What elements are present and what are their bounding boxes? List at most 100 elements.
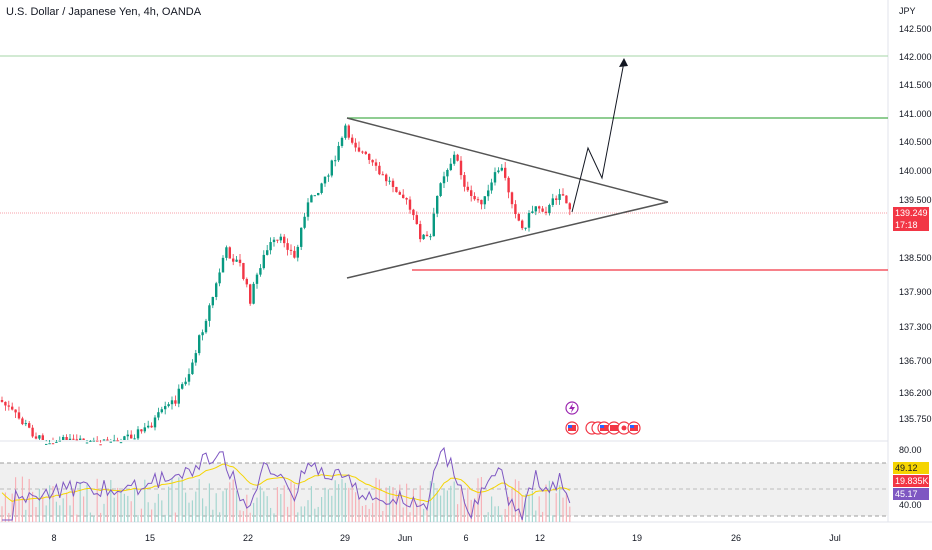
volume-value-badge: 19.835K <box>893 475 929 487</box>
volume-bar <box>35 507 37 522</box>
volume-bar <box>436 490 438 522</box>
candle-body <box>385 174 388 182</box>
volume-bar <box>555 493 557 522</box>
volume-bar <box>69 505 71 522</box>
volume-bar <box>497 506 499 522</box>
volume-bar <box>487 512 489 522</box>
candle-body <box>463 175 466 187</box>
volume-bar <box>154 502 156 522</box>
volume-bar <box>236 490 238 522</box>
volume-bar <box>321 497 323 522</box>
volume-bar <box>314 508 316 522</box>
volume-bar <box>542 511 544 522</box>
price-axis-tick: 135.750 <box>899 414 932 424</box>
candle-body <box>402 194 405 199</box>
volume-bar <box>484 515 486 522</box>
rsi-value-badge: 45.17 <box>893 488 929 500</box>
volume-bar <box>565 492 567 522</box>
triangle-upper-trendline[interactable] <box>346 117 669 203</box>
candle-body <box>170 400 174 405</box>
candle-body <box>232 258 235 262</box>
candle-body <box>296 246 299 258</box>
symbol-title[interactable]: U.S. Dollar / Japanese Yen, 4h, OANDA <box>6 6 202 18</box>
candle-body <box>187 374 191 382</box>
triangle-lower-trendline[interactable] <box>346 201 669 279</box>
time-axis-tick: Jun <box>397 533 413 543</box>
candle-body <box>266 250 269 255</box>
volume-bar <box>412 489 414 522</box>
candle-body <box>194 353 197 363</box>
candle-body <box>150 425 153 428</box>
rsi-line <box>2 446 571 521</box>
candle-body <box>371 159 374 163</box>
candle-body <box>85 442 89 444</box>
time-axis-tick: Jul <box>829 533 841 543</box>
candle-body <box>272 239 276 243</box>
volume-bar <box>504 508 506 522</box>
volume-bar <box>266 496 268 522</box>
candle-body <box>45 443 48 445</box>
price-axis-tick: 140.500 <box>899 137 932 147</box>
candle-body <box>208 305 211 321</box>
volume-bar <box>157 493 159 522</box>
candle-body <box>4 401 7 406</box>
volume-bar <box>134 488 136 522</box>
volume-bar <box>463 499 465 522</box>
candle-body <box>238 259 242 263</box>
volume-bar <box>171 478 173 522</box>
volume-bar <box>460 488 462 522</box>
volume-bar <box>144 479 146 522</box>
volume-bar <box>93 515 95 522</box>
candle-body <box>306 202 310 217</box>
volume-bar <box>208 483 210 522</box>
volume-bar <box>368 508 370 522</box>
candle-body <box>561 194 565 196</box>
volume-bar <box>229 482 231 522</box>
volume-bar <box>382 511 384 522</box>
lightning-event-icon[interactable] <box>565 401 579 415</box>
candle-body <box>164 406 167 410</box>
volume-bar <box>83 496 85 522</box>
volume-bar <box>55 501 57 522</box>
us-flag-event-icon[interactable] <box>565 421 579 435</box>
candle-body <box>368 153 371 160</box>
volume-bar <box>239 510 241 522</box>
volume-bar <box>327 489 329 522</box>
volume-bar <box>32 491 34 522</box>
us-flag-event-icon[interactable] <box>627 421 641 435</box>
volume-bar <box>378 479 380 522</box>
candle-body <box>99 444 102 446</box>
candle-body <box>204 320 208 333</box>
price-axis-tick: 141.500 <box>899 80 932 90</box>
candle-body <box>221 257 225 273</box>
candle-body <box>303 216 306 228</box>
volume-bar <box>242 511 244 522</box>
candle-body <box>442 176 446 184</box>
projection-path[interactable] <box>571 61 625 213</box>
candle-body <box>500 167 503 171</box>
candle-body <box>408 199 412 210</box>
volume-bar <box>569 506 571 522</box>
volume-bar <box>365 504 367 522</box>
candle-body <box>466 186 469 191</box>
volume-bar <box>198 479 200 522</box>
volume-bar <box>161 500 163 522</box>
volume-bar <box>96 478 98 522</box>
candle-body <box>0 400 4 402</box>
candle-body <box>269 242 272 251</box>
candle-body <box>34 436 38 439</box>
volume-bar <box>225 489 227 522</box>
candle-body <box>218 272 221 284</box>
us-flag-event-icon[interactable] <box>607 421 621 435</box>
candle-body <box>517 214 520 221</box>
volume-bar <box>304 506 306 522</box>
candle-body <box>255 274 259 284</box>
candle-body <box>51 443 55 445</box>
volume-bar <box>480 477 482 522</box>
candle-body <box>415 215 418 225</box>
volume-bar <box>66 492 68 522</box>
us-flag-event-icon[interactable] <box>585 421 611 435</box>
candle-body <box>72 438 75 440</box>
candle-body <box>79 438 82 440</box>
